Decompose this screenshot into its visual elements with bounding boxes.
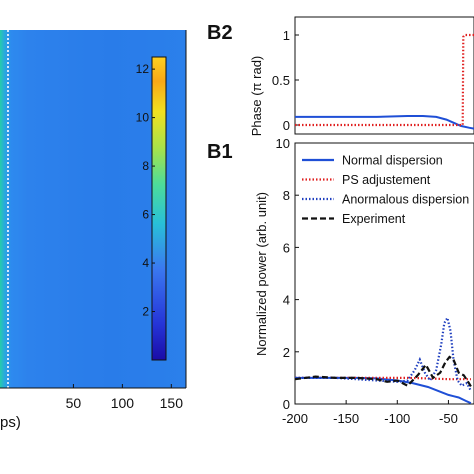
power-y-ticks: 0 2 4 6 8 10 [276,136,299,412]
legend-label-1: PS adjustement [342,173,431,187]
colorbar [151,56,167,361]
power-plot-frame [294,142,474,405]
power-x-ticks: -200 -150 -100 -50 [282,400,458,426]
power-y-tick-label-3: 6 [283,240,290,255]
panel-label-b1: B1 [207,141,233,163]
heatmap-x-tick-label-2: 150 [160,395,184,411]
colorbar-tick-label-0: 2 [142,305,149,319]
colorbar-tick-label-1: 4 [142,256,149,270]
legend-label-3: Experiment [342,212,406,226]
phase-y-tick-label-2: 1 [283,28,290,43]
colorbar-tick-label-2: 6 [142,208,149,222]
power-x-tick-label-3: -50 [439,411,458,426]
power-panel: B1 0 2 4 6 8 10 -200 -150 -100 -50 Normalized po… [207,136,474,426]
phase-y-label: Phase (π rad) [249,56,264,137]
colorbar-tick-label-4: 10 [136,111,150,125]
power-y-tick-label-4: 8 [283,188,290,203]
power-x-tick-label-2: -100 [384,411,410,426]
heatmap-x-tick-label-1: 100 [111,395,135,411]
power-x-tick-label-1: -150 [333,411,359,426]
power-series-line-3 [295,355,473,389]
colorbar-ticks: 2 4 6 8 10 12 [136,62,155,319]
heatmap-x-ticks: 50 100 150 [66,384,184,411]
power-y-tick-label-0: 0 [283,397,290,412]
power-y-label: Normalized power (arb. unit) [254,192,269,356]
phase-y-tick-label-1: 0.5 [272,73,290,88]
phase-panel: B2 00.51 Phase (π rad) [207,16,474,137]
power-series [295,315,473,404]
legend-label-0: Normal dispersion [342,154,443,168]
panel-label-b2: B2 [207,22,233,44]
phase-y-tick-label-0: 0 [283,118,290,133]
phase-y-ticks: 00.51 [272,28,299,133]
power-legend: Normal dispersion PS adjustement Anormalou… [302,154,469,226]
colorbar-tick-label-3: 8 [142,159,149,173]
heatmap-x-label: ps) [0,414,21,431]
power-y-tick-label-2: 4 [283,293,290,308]
power-series-line-2 [295,315,472,392]
power-y-tick-label-1: 2 [283,345,290,360]
heatmap-x-tick-label-0: 50 [66,395,82,411]
power-series-line-0 [295,376,472,404]
power-series-line-1 [295,376,471,381]
phase-series [295,33,474,130]
power-x-tick-label-0: -200 [282,411,308,426]
phase-plot-frame [294,16,474,135]
legend-label-2: Anormalous dispersion [342,193,469,207]
phase-series-line-0 [295,115,474,130]
colorbar-tick-label-5: 12 [136,62,150,76]
power-y-tick-label-5: 10 [276,136,290,151]
heatmap-panel: 2 4 6 8 10 12 50 100 150 ps) [0,30,187,431]
phase-series-line-1 [295,33,474,127]
